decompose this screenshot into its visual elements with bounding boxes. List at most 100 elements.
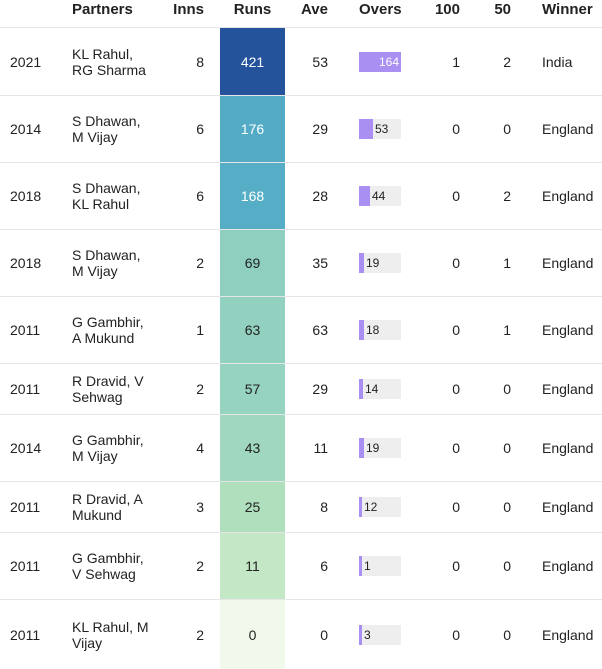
runs-value: 176 xyxy=(240,121,265,137)
winner-cell-text: England xyxy=(542,440,594,456)
ave-cell: 29 xyxy=(290,96,328,162)
runs-value: 421 xyxy=(240,53,265,70)
year-cell-text: 2011 xyxy=(10,558,41,574)
hundreds-cell-text: 0 xyxy=(452,440,460,456)
overs-bar-track: 44 xyxy=(359,186,401,206)
table-row: 2018 S Dhawan, M Vijay 2 69 35 19 0 1 England xyxy=(0,229,602,296)
overs-bar xyxy=(359,186,370,206)
partners-cell: S Dhawan, KL Rahul xyxy=(72,163,152,229)
winner-cell-text: England xyxy=(542,381,594,397)
overs-cell: 14 xyxy=(359,364,401,414)
year-cell-text: 2014 xyxy=(10,440,42,456)
hundreds-cell-text: 0 xyxy=(452,255,460,271)
ave-cell: 29 xyxy=(290,364,328,414)
fifties-cell: 2 xyxy=(480,163,511,229)
ave-cell: 6 xyxy=(290,533,328,599)
inns-cell: 1 xyxy=(170,297,204,363)
partners-cell: S Dhawan, M Vijay xyxy=(72,230,152,296)
overs-bar-track: 19 xyxy=(359,438,401,458)
inns-cell: 4 xyxy=(170,415,204,481)
overs-bar xyxy=(359,624,362,645)
hundreds-cell-text: 0 xyxy=(452,381,460,397)
year-cell-text: 2014 xyxy=(10,121,42,137)
overs-value: 19 xyxy=(366,256,380,270)
inns-cell: 2 xyxy=(170,600,204,669)
inns-cell-text: 8 xyxy=(196,53,204,70)
inns-cell-text: 2 xyxy=(196,626,204,643)
hundreds-cell-text: 0 xyxy=(452,558,460,574)
fifties-cell: 0 xyxy=(480,96,511,162)
fifties-cell: 0 xyxy=(480,482,511,532)
fifties-cell: 0 xyxy=(480,415,511,481)
partners-cell: KL Rahul, M Vijay xyxy=(72,600,152,669)
table-row: 2018 S Dhawan, KL Rahul 6 168 28 44 0 2 England xyxy=(0,162,602,229)
overs-value: 53 xyxy=(375,122,389,136)
overs-value: 19 xyxy=(366,441,380,455)
runs-value: 63 xyxy=(244,322,261,338)
table-row: 2011 KL Rahul, M Vijay 2 0 0 3 0 0 England xyxy=(0,599,602,669)
hundreds-cell-text: 0 xyxy=(452,188,460,204)
ave-cell-text: 0 xyxy=(320,626,328,643)
ave-cell-text: 6 xyxy=(320,558,328,574)
inns-cell-text: 4 xyxy=(196,440,204,456)
table-header: Partners Inns Runs Ave Overs 100 50 Winn… xyxy=(0,0,602,27)
fifties-cell-text: 0 xyxy=(503,440,511,456)
fifties-cell-text: 1 xyxy=(503,255,511,271)
year-cell-text: 2021 xyxy=(10,53,42,70)
winner-cell: England xyxy=(542,364,602,414)
partners-cell: R Dravid, V Sehwag xyxy=(72,364,152,414)
winner-cell: India xyxy=(542,28,602,95)
overs-bar-track: 1 xyxy=(359,556,401,576)
year-cell: 2011 xyxy=(10,533,60,599)
inns-cell: 2 xyxy=(170,364,204,414)
ave-cell-text: 29 xyxy=(312,121,328,137)
winner-cell: England xyxy=(542,482,602,532)
header-overs: Overs xyxy=(359,1,402,18)
header-fifties: 50 xyxy=(494,1,511,18)
winner-cell-text: England xyxy=(542,322,594,338)
year-cell: 2011 xyxy=(10,600,60,669)
partners-cell: G Gambhir, V Sehwag xyxy=(72,533,152,599)
partners-cell: G Gambhir, M Vijay xyxy=(72,415,152,481)
winner-cell-text: England xyxy=(542,188,594,204)
partners-cell: R Dravid, A Mukund xyxy=(72,482,152,532)
year-cell-text: 2011 xyxy=(10,499,41,515)
runs-cell: 43 xyxy=(220,415,285,481)
hundreds-cell-text: 0 xyxy=(452,121,460,137)
fifties-cell-text: 0 xyxy=(503,499,511,515)
runs-value: 43 xyxy=(244,440,261,456)
partners-cell-text: S Dhawan, M Vijay xyxy=(72,247,141,279)
runs-value: 11 xyxy=(245,558,260,574)
runs-cell: 63 xyxy=(220,297,285,363)
hundreds-cell-text: 0 xyxy=(452,626,460,643)
runs-cell: 57 xyxy=(220,364,285,414)
partners-cell: S Dhawan, M Vijay xyxy=(72,96,152,162)
runs-cell: 0 xyxy=(220,600,285,669)
year-cell: 2014 xyxy=(10,96,60,162)
inns-cell: 6 xyxy=(170,163,204,229)
overs-value: 14 xyxy=(365,382,379,396)
year-cell-text: 2018 xyxy=(10,255,42,271)
runs-cell: 176 xyxy=(220,96,285,162)
header-runs: Runs xyxy=(233,1,272,18)
year-cell: 2011 xyxy=(10,364,60,414)
overs-value: 164 xyxy=(378,54,399,69)
partners-cell-text: KL Rahul, RG Sharma xyxy=(72,45,146,78)
fifties-cell: 1 xyxy=(480,230,511,296)
ave-cell-text: 28 xyxy=(312,188,328,204)
overs-cell: 19 xyxy=(359,415,401,481)
hundreds-cell: 0 xyxy=(420,600,460,669)
inns-cell-text: 6 xyxy=(196,188,204,204)
winner-cell-text: England xyxy=(542,626,594,643)
ave-cell-text: 35 xyxy=(312,255,328,271)
winner-cell: England xyxy=(542,163,602,229)
ave-cell: 28 xyxy=(290,163,328,229)
year-cell: 2018 xyxy=(10,163,60,229)
overs-bar xyxy=(359,556,362,576)
overs-bar xyxy=(359,119,373,139)
fifties-cell-text: 1 xyxy=(503,322,511,338)
fifties-cell-text: 2 xyxy=(503,188,511,204)
fifties-cell: 1 xyxy=(480,297,511,363)
winner-cell: England xyxy=(542,533,602,599)
table-row: 2011 R Dravid, A Mukund 3 25 8 12 0 0 England xyxy=(0,481,602,532)
